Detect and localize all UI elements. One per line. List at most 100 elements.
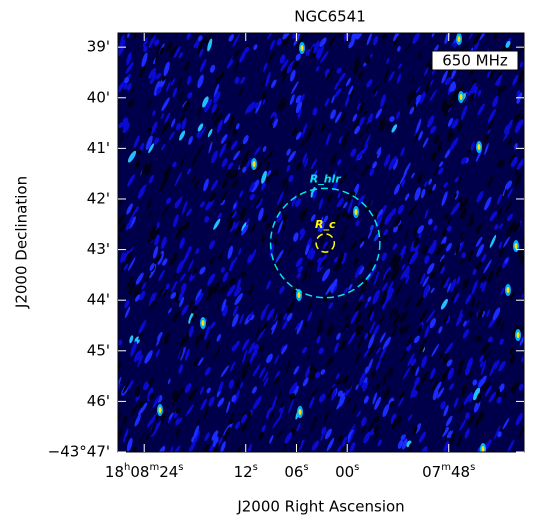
- noise-blob: [227, 162, 234, 170]
- noise-blob: [126, 52, 132, 66]
- noise-blob: [393, 225, 399, 233]
- noise-blob: [374, 270, 380, 286]
- noise-blob: [313, 40, 320, 54]
- noise-blob: [417, 271, 422, 284]
- noise-blob: [311, 124, 316, 132]
- noise-blob: [366, 79, 373, 88]
- source-core: [158, 407, 162, 413]
- noise-blob: [179, 130, 186, 141]
- noise-blob: [489, 211, 498, 222]
- noise-blob: [405, 41, 412, 52]
- noise-blob: [376, 147, 382, 155]
- noise-blob: [136, 149, 142, 157]
- noise-blob: [336, 252, 344, 268]
- noise-blob: [479, 361, 484, 368]
- noise-blob: [218, 285, 225, 295]
- noise-blob: [368, 334, 375, 349]
- noise-blob: [272, 118, 279, 129]
- noise-blob: [496, 317, 502, 328]
- noise-blob: [433, 167, 439, 177]
- noise-blob: [453, 397, 459, 408]
- noise-blob: [473, 33, 482, 46]
- noise-blob: [239, 313, 244, 325]
- noise-blob: [364, 55, 371, 64]
- noise-blob: [391, 418, 398, 431]
- noise-blob: [300, 207, 307, 223]
- noise-blob: [346, 213, 352, 220]
- noise-blob: [453, 192, 457, 199]
- noise-blob: [444, 426, 449, 434]
- noise-blob: [216, 119, 223, 134]
- noise-blob: [443, 405, 449, 417]
- noise-blob: [519, 253, 524, 263]
- noise-blob: [360, 276, 365, 284]
- noise-blob: [236, 278, 241, 290]
- noise-blob: [143, 383, 150, 391]
- noise-blob: [404, 193, 410, 201]
- noise-blob: [267, 50, 276, 64]
- noise-blob: [251, 179, 260, 193]
- noise-blob: [276, 430, 283, 440]
- noise-blob: [504, 257, 509, 264]
- noise-blob: [241, 414, 248, 424]
- noise-blob: [194, 33, 199, 44]
- noise-blob: [155, 349, 160, 358]
- noise-blob: [232, 305, 239, 317]
- noise-blob: [463, 392, 473, 406]
- noise-blob: [255, 198, 261, 207]
- noise-blob: [168, 412, 174, 420]
- noise-blob: [442, 352, 449, 366]
- noise-blob: [130, 404, 138, 416]
- noise-blob: [447, 367, 455, 380]
- noise-blob: [156, 86, 162, 95]
- noise-blob: [468, 33, 476, 40]
- noise-blob: [169, 257, 173, 267]
- noise-blob: [464, 366, 471, 376]
- noise-blob: [506, 224, 512, 238]
- noise-blob: [486, 309, 490, 317]
- noise-blob: [480, 341, 491, 355]
- noise-blob: [470, 141, 475, 152]
- noise-blob: [122, 122, 130, 134]
- noise-blob: [382, 233, 388, 243]
- noise-blob: [468, 249, 474, 262]
- noise-blob: [367, 261, 373, 270]
- noise-blob: [450, 89, 458, 102]
- noise-blob: [433, 225, 438, 231]
- noise-blob: [266, 353, 273, 364]
- noise-blob: [459, 241, 464, 252]
- noise-blob: [127, 174, 135, 187]
- noise-blob: [178, 364, 184, 374]
- noise-blob: [429, 318, 437, 329]
- noise-blob: [363, 348, 370, 358]
- noise-blob: [461, 382, 468, 397]
- noise-blob: [283, 313, 288, 321]
- noise-blob: [437, 167, 444, 175]
- noise-blob: [179, 273, 186, 282]
- source-core: [477, 144, 481, 150]
- noise-blob: [230, 361, 236, 372]
- noise-blob: [399, 390, 406, 400]
- noise-blob: [155, 55, 159, 64]
- noise-blob: [427, 115, 435, 128]
- noise-blob: [261, 170, 267, 184]
- noise-blob: [431, 384, 436, 392]
- noise-blob: [222, 179, 229, 189]
- noise-blob: [467, 219, 474, 227]
- noise-blob: [161, 143, 166, 151]
- noise-blob: [181, 304, 189, 316]
- noise-blob: [476, 190, 484, 203]
- noise-blob: [149, 292, 157, 305]
- noise-blob: [406, 336, 412, 347]
- noise-blob: [195, 144, 204, 158]
- noise-blob: [420, 188, 426, 199]
- noise-blob: [420, 272, 426, 285]
- noise-blob: [381, 33, 387, 40]
- noise-blob: [349, 442, 356, 452]
- noise-blob: [282, 320, 288, 330]
- noise-blob: [295, 131, 302, 140]
- noise-blob: [280, 59, 289, 72]
- noise-blob: [329, 223, 334, 229]
- noise-blob: [228, 114, 235, 130]
- noise-blob: [254, 146, 261, 156]
